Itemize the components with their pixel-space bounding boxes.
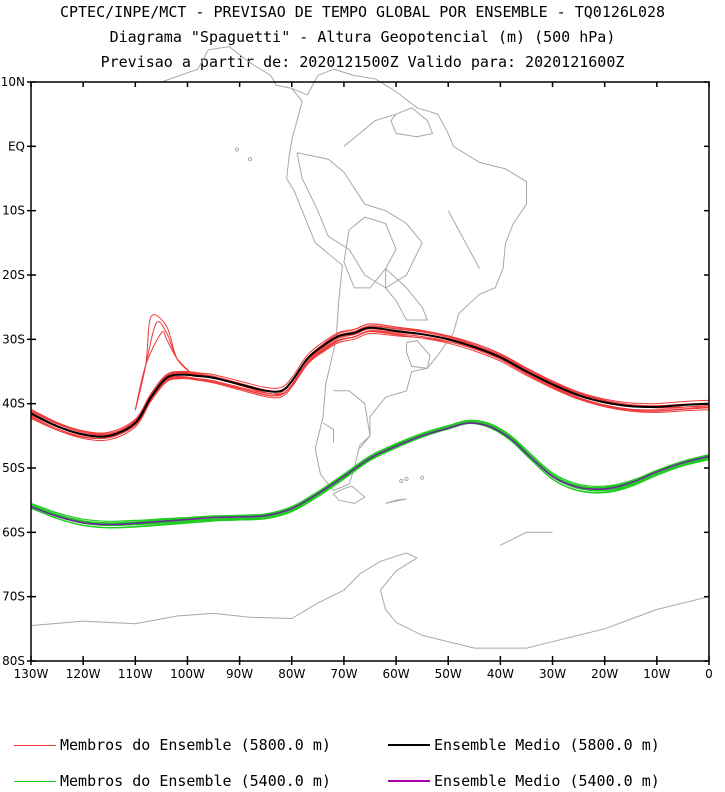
legend-item-members-5800: Membros do Ensemble (5800.0 m)	[14, 736, 331, 754]
legend-swatch-members-5800	[14, 744, 56, 746]
y-tick-label: 40S	[2, 397, 25, 411]
coastline-segment	[385, 498, 407, 504]
x-tick-label: 0	[705, 667, 713, 681]
plot-frame	[30, 81, 710, 662]
island-outline	[399, 478, 404, 483]
x-tick-label: 70W	[330, 667, 357, 681]
legend-label-members-5800: Membros do Ensemble (5800.0 m)	[60, 736, 331, 754]
coastline-segment	[30, 552, 710, 649]
coastline-segment	[343, 216, 397, 289]
y-tick-label: 80S	[2, 654, 25, 668]
y-tick-label: 70S	[2, 590, 25, 604]
ensemble-member-5400-line	[30, 422, 710, 529]
ensemble-member-5400-line	[30, 422, 710, 526]
ensemble-member-5800-line	[30, 329, 710, 436]
contour-series	[30, 314, 710, 529]
coastline-map	[30, 46, 710, 649]
x-tick-label: 120W	[66, 667, 101, 681]
coastline-segment	[390, 107, 434, 138]
legend-item-mean-5400: Ensemble Medio (5400.0 m)	[388, 772, 660, 790]
legend-item-members-5400: Membros do Ensemble (5400.0 m)	[14, 772, 331, 790]
legend-item-mean-5800: Ensemble Medio (5800.0 m)	[388, 736, 660, 754]
coastline-segment	[161, 46, 292, 89]
legend-swatch-mean-5800	[388, 744, 430, 746]
chart-title-line3: Previsao a partir de: 2020121500Z Valido…	[100, 53, 625, 71]
x-tick-label: 40W	[487, 667, 514, 681]
y-tick-label: 10N	[1, 75, 25, 89]
x-tick-label: 80W	[278, 667, 305, 681]
x-tick-label: 30W	[539, 667, 566, 681]
y-tick-label: EQ	[8, 139, 25, 153]
coastline-segment	[286, 68, 527, 492]
coastline-segment	[500, 531, 553, 546]
chart-title-line2: Diagrama "Spaguetti" - Altura Geopotenci…	[109, 28, 616, 46]
x-tick-label: 50W	[435, 667, 462, 681]
coastline-segment	[296, 152, 423, 289]
ensemble-mean-5800-line	[30, 326, 710, 438]
ensemble-mean-5400-line	[30, 422, 710, 526]
island-outline	[247, 157, 253, 162]
ensemble-member-5400-line	[30, 420, 710, 524]
ensemble-member-5400-line	[30, 421, 710, 525]
island-outline	[404, 476, 409, 482]
legend-swatch-members-5400	[14, 780, 56, 782]
x-tick-label: 20W	[591, 667, 618, 681]
coastline-segment	[322, 422, 334, 443]
coastline-segment	[447, 210, 480, 269]
legend-swatch-mean-5400	[388, 780, 430, 782]
x-tick-label: 100W	[170, 667, 205, 681]
ensemble-member-5400-line	[30, 421, 710, 526]
island-outline	[234, 147, 240, 152]
x-tick-label: 90W	[226, 667, 253, 681]
legend-label-mean-5800: Ensemble Medio (5800.0 m)	[434, 736, 660, 754]
ensemble-member-5800-line	[30, 331, 710, 442]
coastline-segment	[406, 340, 431, 369]
legend-label-mean-5400: Ensemble Medio (5400.0 m)	[434, 772, 660, 790]
y-tick-label: 30S	[2, 332, 25, 346]
y-tick-label: 10S	[2, 204, 25, 218]
x-tick-label: 130W	[14, 667, 49, 681]
coastline-segment	[385, 268, 429, 321]
coastline-segment	[332, 485, 366, 504]
x-tick-label: 60W	[383, 667, 410, 681]
chart-title-line1: CPTEC/INPE/MCT - PREVISAO DE TEMPO GLOBA…	[59, 3, 666, 21]
y-tick-label: 60S	[2, 525, 25, 539]
x-tick-label: 110W	[118, 667, 153, 681]
x-tick-label: 10W	[643, 667, 670, 681]
legend-label-members-5400: Membros do Ensemble (5400.0 m)	[60, 772, 331, 790]
coastline-segment	[333, 390, 371, 450]
ensemble-member-5800-excursion	[134, 330, 194, 411]
y-tick-label: 50S	[2, 461, 25, 475]
y-tick-label: 20S	[2, 268, 25, 282]
ensemble-member-5400-line	[30, 422, 710, 529]
coastline-segment	[343, 113, 397, 147]
island-outline	[420, 475, 425, 480]
ensemble-member-5400-line	[30, 422, 710, 527]
